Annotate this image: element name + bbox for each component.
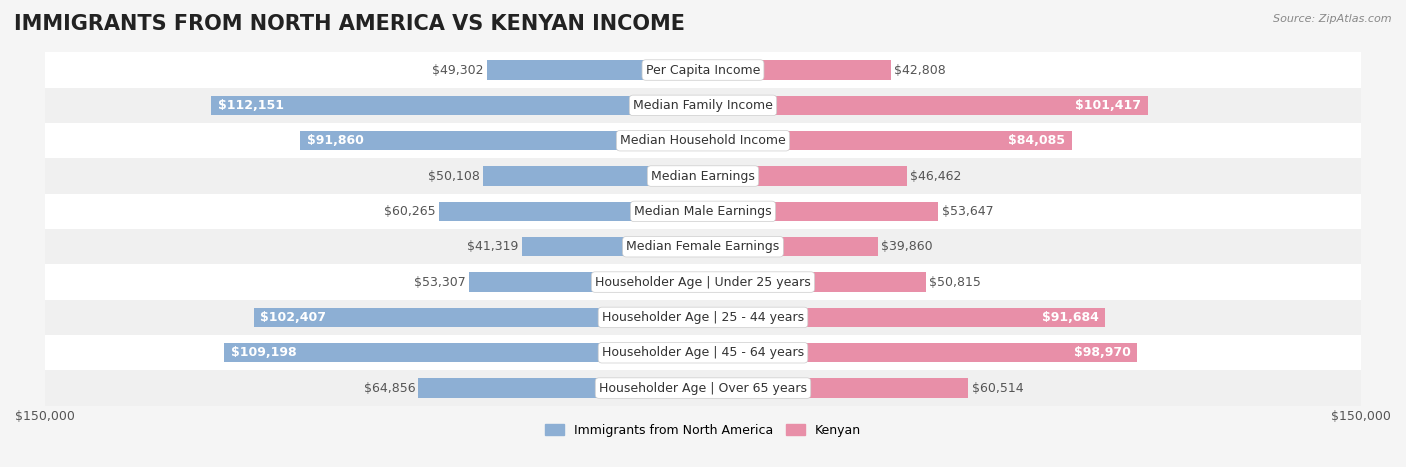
Bar [484,166,703,186]
Text: $50,815: $50,815 [929,276,981,289]
Text: $84,085: $84,085 [1008,134,1066,147]
Bar [703,343,1137,362]
Text: $42,808: $42,808 [894,64,946,77]
Bar [703,131,1071,150]
Text: $60,265: $60,265 [384,205,436,218]
Bar [703,300,1361,335]
Bar [45,264,703,300]
Text: $91,860: $91,860 [307,134,364,147]
Text: $112,151: $112,151 [218,99,284,112]
Bar [703,378,969,398]
Bar [703,194,1361,229]
Bar [703,237,877,256]
Bar [703,158,1361,194]
Text: Householder Age | 25 - 44 years: Householder Age | 25 - 44 years [602,311,804,324]
Text: Source: ZipAtlas.com: Source: ZipAtlas.com [1274,14,1392,24]
Text: $98,970: $98,970 [1074,346,1130,359]
Bar [703,88,1361,123]
Bar [703,123,1361,158]
Text: Median Family Income: Median Family Income [633,99,773,112]
Bar [522,237,703,256]
Bar [703,229,1361,264]
Bar [703,96,1147,115]
Text: $39,860: $39,860 [882,240,932,253]
Bar [703,264,1361,300]
Bar [45,88,703,123]
Bar [211,96,703,115]
Text: $91,684: $91,684 [1042,311,1098,324]
Text: Per Capita Income: Per Capita Income [645,64,761,77]
Text: $49,302: $49,302 [432,64,484,77]
Legend: Immigrants from North America, Kenyan: Immigrants from North America, Kenyan [540,419,866,442]
Text: $64,856: $64,856 [364,382,415,395]
Bar [45,194,703,229]
Bar [703,370,1361,406]
Text: Median Male Earnings: Median Male Earnings [634,205,772,218]
Bar [45,229,703,264]
Text: Householder Age | Under 25 years: Householder Age | Under 25 years [595,276,811,289]
Bar [703,202,938,221]
Text: Median Household Income: Median Household Income [620,134,786,147]
Bar [45,300,703,335]
Text: $101,417: $101,417 [1076,99,1142,112]
Bar [45,335,703,370]
Bar [45,123,703,158]
Bar [253,308,703,327]
Text: $50,108: $50,108 [427,170,479,183]
Text: Median Female Earnings: Median Female Earnings [627,240,779,253]
Bar [703,308,1105,327]
Bar [703,60,891,80]
Text: $102,407: $102,407 [260,311,326,324]
Bar [224,343,703,362]
Bar [419,378,703,398]
Bar [703,52,1361,88]
Bar [439,202,703,221]
Bar [45,158,703,194]
Bar [470,272,703,292]
Text: $53,647: $53,647 [942,205,993,218]
Bar [299,131,703,150]
Text: IMMIGRANTS FROM NORTH AMERICA VS KENYAN INCOME: IMMIGRANTS FROM NORTH AMERICA VS KENYAN … [14,14,685,34]
Bar [703,335,1361,370]
Text: $53,307: $53,307 [415,276,465,289]
Bar [45,52,703,88]
Text: Householder Age | 45 - 64 years: Householder Age | 45 - 64 years [602,346,804,359]
Text: $46,462: $46,462 [910,170,962,183]
Text: Median Earnings: Median Earnings [651,170,755,183]
Text: $41,319: $41,319 [467,240,519,253]
Bar [486,60,703,80]
Bar [703,272,927,292]
Text: Householder Age | Over 65 years: Householder Age | Over 65 years [599,382,807,395]
Text: $60,514: $60,514 [972,382,1024,395]
Bar [703,166,907,186]
Bar [45,370,703,406]
Text: $109,198: $109,198 [231,346,297,359]
